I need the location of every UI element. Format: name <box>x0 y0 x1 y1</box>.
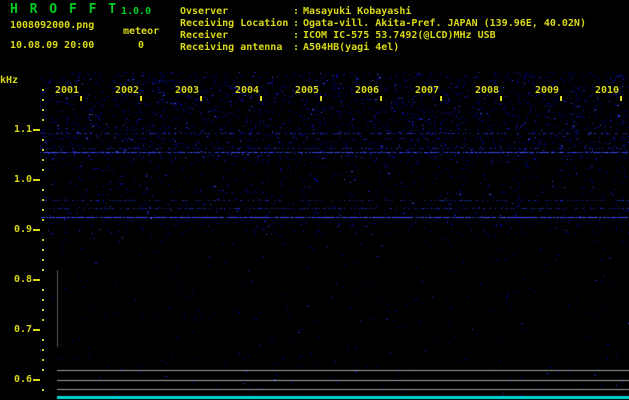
freq-axis-label-text: 0.6 <box>13 374 32 385</box>
info-separator: : <box>293 42 300 53</box>
time-axis-tick <box>260 96 262 101</box>
time-axis-tick <box>620 96 622 101</box>
freq-axis-label: 0.6 <box>0 374 32 385</box>
freq-minor-tick <box>42 249 44 251</box>
freq-axis-label-text: 0.8 <box>13 274 32 285</box>
freq-minor-tick <box>42 239 44 241</box>
info-value: ICOM IC-575 53.7492(@LCD)MHz USB <box>303 30 496 41</box>
freq-minor-tick <box>42 349 44 351</box>
app-version: 1.0.0 <box>121 6 152 17</box>
freq-axis-label: 1.1 <box>0 124 32 135</box>
freq-minor-tick <box>42 209 44 211</box>
info-label: Receiving antenna <box>180 42 283 53</box>
freq-minor-tick <box>42 219 44 221</box>
freq-major-tick <box>33 329 40 331</box>
time-axis-tick <box>380 96 382 101</box>
freq-major-tick <box>33 229 40 231</box>
info-separator: : <box>293 6 300 17</box>
info-value: Masayuki Kobayashi <box>303 6 412 17</box>
observation-mode-label: meteor <box>123 26 160 37</box>
freq-minor-tick <box>42 289 44 291</box>
meteor-count: 0 <box>137 40 145 51</box>
freq-minor-tick <box>42 199 44 201</box>
freq-minor-tick <box>42 99 44 101</box>
freq-axis-label-text: 0.9 <box>13 224 32 235</box>
freq-minor-tick <box>42 89 44 91</box>
freq-minor-tick <box>42 169 44 171</box>
info-label: Receiver <box>180 30 229 41</box>
time-axis-label: 2008 <box>475 85 500 96</box>
time-axis-tick <box>140 96 142 101</box>
app-title: H R O F F T <box>10 2 119 17</box>
time-axis-label: 2005 <box>295 85 320 96</box>
info-label: Ovserver <box>180 6 229 17</box>
time-axis-tick <box>500 96 502 101</box>
time-axis-label: 2003 <box>175 85 200 96</box>
time-axis-label: 2002 <box>115 85 140 96</box>
freq-minor-tick <box>42 139 44 141</box>
time-axis-label: 2007 <box>415 85 440 96</box>
info-label: Receiving Location <box>180 18 289 29</box>
info-value: A504HB(yagi 4el) <box>303 42 400 53</box>
time-axis-tick <box>440 96 442 101</box>
freq-axis-label-text: 1.0 <box>13 174 32 185</box>
freq-minor-tick <box>42 119 44 121</box>
station-info-row: Receiving Location: Ogata-vill. Akita-Pre… <box>180 18 586 30</box>
freq-minor-tick <box>42 109 44 111</box>
freq-minor-tick <box>42 269 44 271</box>
freq-minor-tick <box>42 259 44 261</box>
time-axis-tick <box>200 96 202 101</box>
freq-axis-label: 0.8 <box>0 274 32 285</box>
freq-axis-label: 0.7 <box>0 324 32 335</box>
time-axis-label: 2004 <box>235 85 260 96</box>
station-info-row: Receiving antenna: A504HB(yagi 4el) <box>180 42 399 54</box>
freq-axis-unit: kHz <box>0 75 19 86</box>
freq-minor-tick <box>42 359 44 361</box>
info-separator: : <box>293 30 300 41</box>
freq-major-tick <box>33 279 40 281</box>
time-axis-tick <box>560 96 562 101</box>
freq-axis-label: 0.9 <box>0 224 32 235</box>
time-axis-tick <box>80 96 82 101</box>
freq-major-tick <box>33 179 40 181</box>
station-info-row: Ovserver: Masayuki Kobayashi <box>180 6 411 18</box>
freq-minor-tick <box>42 189 44 191</box>
observation-datetime: 10.08.09 20:00 <box>10 40 95 51</box>
time-axis-label: 2010 <box>595 85 620 96</box>
freq-axis-label-text: 1.1 <box>13 124 32 135</box>
station-info-row: Receiver: ICOM IC-575 53.7492(@LCD)MHz US… <box>180 30 496 42</box>
info-separator: : <box>293 18 300 29</box>
freq-axis-label-text: 0.7 <box>13 324 32 335</box>
freq-major-tick <box>33 129 40 131</box>
spectrogram-canvas <box>40 70 629 400</box>
freq-minor-tick <box>42 389 44 391</box>
time-axis-tick <box>320 96 322 101</box>
freq-major-tick <box>33 379 40 381</box>
time-axis-label: 2006 <box>355 85 380 96</box>
freq-minor-tick <box>42 299 44 301</box>
freq-minor-tick <box>42 149 44 151</box>
freq-minor-tick <box>42 339 44 341</box>
info-value: Ogata-vill. Akita-Pref. JAPAN (139.96E, … <box>303 18 586 29</box>
output-filename: 1008092000.png <box>10 20 95 31</box>
time-axis-label: 2009 <box>535 85 560 96</box>
freq-minor-tick <box>42 159 44 161</box>
freq-axis-label: 1.0 <box>0 174 32 185</box>
freq-minor-tick <box>42 319 44 321</box>
freq-minor-tick <box>42 309 44 311</box>
time-axis-label: 2001 <box>55 85 80 96</box>
freq-minor-tick <box>42 369 44 371</box>
